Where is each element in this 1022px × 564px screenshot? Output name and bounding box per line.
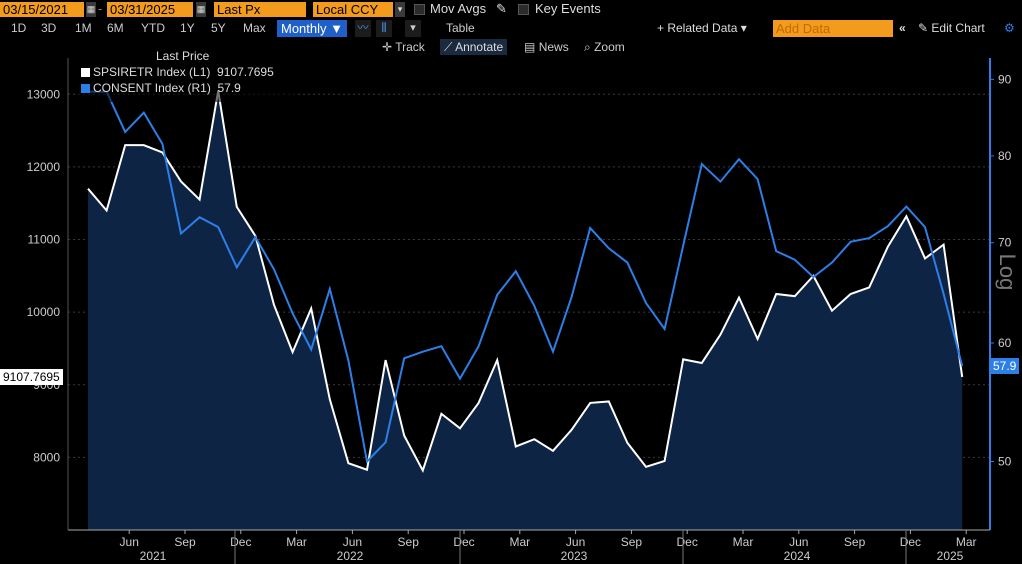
right-axis-ticks: 50 60 70 80 90 <box>990 72 1012 468</box>
search-icon: ⌕ <box>584 40 591 54</box>
x-tick-label: Dec <box>900 535 921 549</box>
news-label: News <box>538 40 569 54</box>
x-tick-label: Mar <box>956 535 977 549</box>
right-tick-label: 60 <box>998 336 1012 350</box>
x-tick-label: Dec <box>677 535 698 549</box>
left-tick-label: 13000 <box>27 87 61 101</box>
x-tick-label: Sep <box>174 535 196 549</box>
left-tick-label: 12000 <box>27 160 61 174</box>
period-ytd[interactable]: YTD <box>141 21 165 35</box>
x-tick-label: Sep <box>621 535 643 549</box>
key-events-checkbox[interactable] <box>518 4 529 15</box>
x-tick-label: Sep <box>398 535 420 549</box>
period-toolbar <box>0 19 1022 38</box>
currency-select[interactable]: Local CCY <box>313 2 393 17</box>
x-tick-label: Jun <box>343 535 362 549</box>
x-year-label: 2022 <box>337 549 364 563</box>
track-label: Track <box>395 40 425 54</box>
period-1m[interactable]: 1M <box>75 21 92 35</box>
x-tick-label: Jun <box>566 535 585 549</box>
chevron-down-icon[interactable]: ▾ <box>395 2 405 17</box>
related-data-button[interactable]: + Related Data ▾ <box>657 21 747 35</box>
x-tick-label: Dec <box>453 535 474 549</box>
frequency-select[interactable]: Monthly ▼ <box>277 20 347 37</box>
legend-label: SPSIRETR Index (L1) <box>93 65 211 79</box>
x-year-label: 2024 <box>784 549 811 563</box>
related-data-label: Related Data <box>667 21 738 35</box>
pencil-icon[interactable]: ✎ <box>496 1 507 16</box>
right-tick-label: 80 <box>998 149 1012 163</box>
table-button[interactable]: Table <box>446 21 475 35</box>
period-5y[interactable]: 5Y <box>211 21 226 35</box>
right-tick-label: 70 <box>998 236 1012 250</box>
right-tick-label: 90 <box>998 72 1012 86</box>
frequency-label: Monthly <box>281 21 327 36</box>
edit-chart-button[interactable]: ✎ Edit Chart <box>918 21 985 35</box>
legend-item-spsiretr[interactable]: SPSIRETR Index (L1) 9107.7695 <box>81 65 274 79</box>
add-data-input[interactable]: Add Data <box>773 20 893 37</box>
x-tick-label: Mar <box>733 535 754 549</box>
mov-avgs-label[interactable]: Mov Avgs <box>430 1 487 16</box>
period-1y[interactable]: 1Y <box>180 21 195 35</box>
x-tick-label: Jun <box>789 535 808 549</box>
legend: Last Price SPSIRETR Index (L1) 9107.7695… <box>77 48 295 102</box>
collapse-icon[interactable]: « <box>899 21 906 35</box>
period-6m[interactable]: 6M <box>107 21 124 35</box>
mov-avgs-checkbox[interactable] <box>414 4 425 15</box>
edit-chart-label: Edit Chart <box>931 21 985 35</box>
spsiretr-area <box>88 90 963 530</box>
annotate-tool[interactable]: ⟋ Annotate <box>440 39 508 55</box>
news-tool[interactable]: ▤ News <box>520 39 573 55</box>
x-axis-ticks: Jun Sep Dec Mar Jun Sep Dec Mar Jun Sep Dec Mar Jun S… <box>120 530 977 564</box>
left-tick-label: 8000 <box>33 450 60 464</box>
consent-line <box>88 90 964 464</box>
last-value-tag-right: 57.9 <box>990 358 1020 375</box>
zoom-label: Zoom <box>594 40 625 54</box>
x-year-label: 2021 <box>140 549 167 563</box>
x-tick-label: Dec <box>230 535 251 549</box>
x-year-label: 2023 <box>561 549 588 563</box>
legend-header: Last Price <box>156 49 210 63</box>
end-date-field[interactable]: 03/31/2025 <box>107 2 193 17</box>
chevron-down-icon[interactable]: ▾ <box>405 20 421 37</box>
left-tick-label: 10000 <box>27 305 61 319</box>
left-axis-ticks: 8000900010000110001200013000 <box>27 58 69 530</box>
price-field-select[interactable]: Last Px <box>214 2 306 17</box>
track-tool[interactable]: ✛ Track <box>378 39 429 55</box>
zoom-tool[interactable]: ⌕ Zoom <box>580 39 629 55</box>
period-1d[interactable]: 1D <box>11 21 27 35</box>
x-tick-label: Jun <box>120 535 139 549</box>
legend-item-consent[interactable]: CONSENT Index (R1) 57.9 <box>81 81 241 95</box>
x-year-label: 2025 <box>937 549 964 563</box>
date-separator: - <box>98 1 103 16</box>
legend-swatch-blue <box>81 84 90 93</box>
spsiretr-line <box>87 90 964 473</box>
left-tick-label: 11000 <box>28 233 61 247</box>
calendar-icon[interactable]: ▦ <box>86 2 96 17</box>
crosshair-icon: ✛ <box>382 40 393 54</box>
period-3d[interactable]: 3D <box>41 21 57 35</box>
x-tick-label: Sep <box>844 535 866 549</box>
start-date-field[interactable]: 03/15/2021 <box>0 2 84 17</box>
settings-icon[interactable]: ⚙ <box>1004 21 1015 35</box>
x-tick-label: Mar <box>286 535 307 549</box>
right-tick-label: 50 <box>998 454 1012 468</box>
legend-label: CONSENT Index (R1) <box>93 81 211 95</box>
right-axis-title: Log <box>995 254 1020 291</box>
legend-swatch-white <box>81 68 90 77</box>
legend-value: 9107.7695 <box>217 65 274 79</box>
annotate-label: Annotate <box>455 40 504 54</box>
annotate-icon: ⟋ <box>444 40 453 54</box>
period-max[interactable]: Max <box>243 21 266 35</box>
calendar-icon[interactable]: ▦ <box>196 2 206 17</box>
legend-value: 57.9 <box>217 81 241 95</box>
x-tick-label: Mar <box>509 535 530 549</box>
key-events-label[interactable]: Key Events <box>535 1 601 16</box>
line-chart-icon[interactable]: 〰 <box>355 20 371 37</box>
candlestick-icon[interactable]: ⫼ <box>376 20 392 37</box>
news-icon: ▤ <box>524 40 536 54</box>
last-value-tag-left: 9107.7695 <box>0 368 63 385</box>
